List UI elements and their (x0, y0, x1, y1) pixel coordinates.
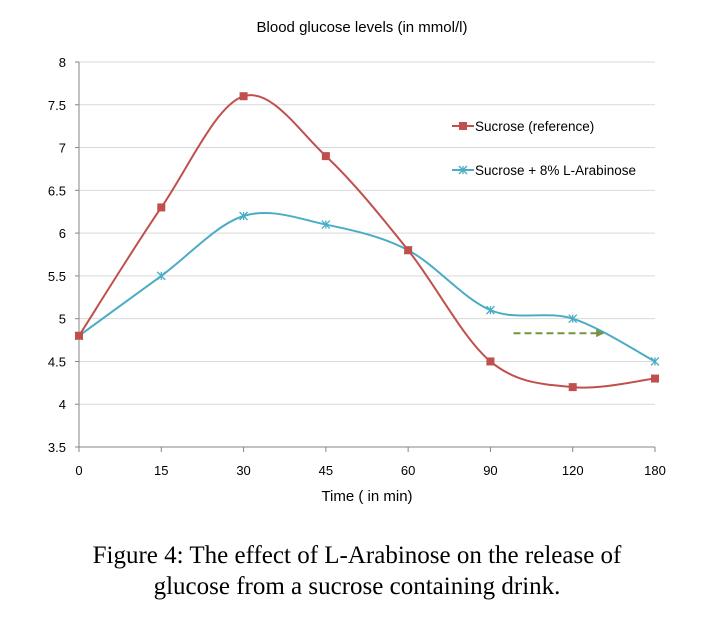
data-point (75, 331, 83, 340)
series-sucrose-reference (75, 92, 659, 392)
y-tick-label: 4 (59, 397, 66, 412)
data-point (239, 92, 248, 101)
y-tick-label: 3.5 (48, 440, 66, 455)
data-point (321, 220, 331, 230)
data-point (568, 383, 577, 392)
y-tick-label: 8 (59, 55, 66, 70)
data-series (74, 92, 660, 392)
caption-line-1: Figure 4: The effect of L-Arabinose on t… (92, 542, 622, 569)
figure-caption: Figure 4: The effect of L-Arabinose on t… (20, 540, 694, 602)
data-point (404, 246, 413, 255)
legend-item: Sucrose (reference) (452, 119, 594, 134)
data-point (239, 211, 249, 221)
gridlines (79, 61, 655, 405)
x-tick-label: 60 (401, 463, 415, 478)
axes: 3.5 4 4.5 5 5.5 6 6.5 7 7.5 8 0 15 30 45 60 90 120 180 (48, 55, 666, 478)
y-tick-label: 6 (59, 226, 66, 241)
chart-title: Blood glucose levels (in mmol/l) (257, 19, 468, 36)
legend-marker (458, 165, 468, 175)
x-tick-label: 120 (562, 463, 584, 478)
y-tick-label: 7.5 (48, 98, 66, 113)
series-sucrose-arabinose (74, 211, 660, 366)
data-point (568, 314, 578, 324)
caption-line-2: glucose from a sucrose containing drink. (153, 573, 561, 600)
data-point (485, 305, 495, 315)
x-tick-label: 90 (483, 463, 497, 478)
line-chart: Blood glucose levels (in mmol/l) 3.5 4 4.5… (48, 19, 666, 505)
series-line (78, 94, 656, 389)
data-point (486, 357, 495, 366)
legend-label: Sucrose + 8% L-Arabinose (475, 163, 636, 178)
data-point (651, 374, 659, 383)
legend-label: Sucrose (reference) (475, 119, 594, 134)
x-tick-label: 15 (154, 463, 168, 478)
data-point (157, 203, 166, 212)
legend-marker (459, 122, 467, 130)
x-tick-label: 45 (319, 463, 333, 478)
legend-item: Sucrose + 8% L-Arabinose (452, 163, 636, 178)
y-tick-label: 6.5 (48, 183, 66, 198)
y-tick-label: 7 (59, 141, 66, 156)
x-axis-label: Time ( in min) (321, 488, 412, 505)
data-point (650, 356, 660, 366)
legend: Sucrose (reference) Sucrose + 8% L-Arabin… (452, 119, 636, 178)
x-tick-label: 0 (75, 463, 82, 478)
y-tick-label: 5 (59, 312, 66, 327)
series-line (78, 211, 656, 363)
y-tick-label: 4.5 (48, 354, 66, 369)
x-tick-label: 30 (236, 463, 250, 478)
data-point (156, 271, 166, 281)
data-point (321, 152, 330, 161)
x-tick-label: 180 (644, 463, 666, 478)
y-tick-label: 5.5 (48, 269, 66, 284)
